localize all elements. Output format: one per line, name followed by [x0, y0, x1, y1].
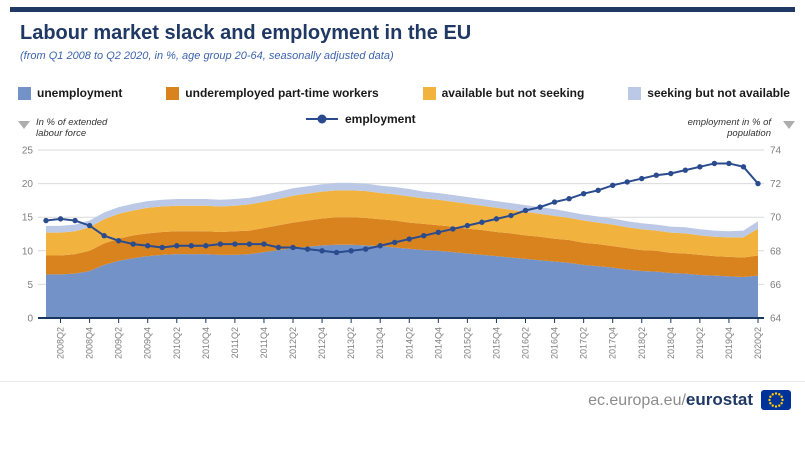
svg-text:70: 70 — [770, 213, 782, 224]
svg-text:68: 68 — [770, 246, 782, 257]
svg-text:25: 25 — [22, 146, 34, 157]
svg-text:2008Q4: 2008Q4 — [85, 327, 95, 359]
svg-text:2016Q4: 2016Q4 — [550, 327, 560, 359]
svg-text:2018Q2: 2018Q2 — [637, 327, 647, 359]
legend-label: unemployment — [37, 86, 123, 100]
svg-text:10: 10 — [22, 246, 34, 257]
svg-text:2019Q4: 2019Q4 — [724, 327, 734, 359]
chart-canvas: 0 64 5 66 10 68 15 70 20 72 25 74 2008Q2 2008Q4 2009Q2… — [22, 146, 782, 360]
left-axis-annotation: In % of extended labour force — [36, 117, 108, 139]
svg-text:2011Q2: 2011Q2 — [230, 327, 240, 358]
legend-label: employment — [345, 112, 416, 126]
axis-arrow-down-left-icon — [18, 121, 30, 129]
legend-item-underemployed: underemployed part-time workers — [166, 86, 379, 100]
footer-divider — [0, 381, 805, 382]
page-subtitle: (from Q1 2008 to Q2 2020, in %, age grou… — [20, 50, 394, 62]
svg-text:2012Q4: 2012Q4 — [317, 327, 327, 359]
unemployment-swatch-icon — [18, 86, 31, 100]
footer: ec.europa.eu/eurostat — [588, 390, 791, 410]
svg-text:2015Q4: 2015Q4 — [491, 327, 501, 359]
svg-text:2014Q4: 2014Q4 — [433, 327, 443, 359]
svg-text:2009Q2: 2009Q2 — [114, 327, 124, 359]
right-axis-annotation: employment in % of population — [687, 117, 771, 139]
page-title: Labour market slack and employment in th… — [20, 22, 472, 44]
svg-text:2020Q2: 2020Q2 — [753, 327, 763, 359]
svg-text:2017Q4: 2017Q4 — [608, 327, 618, 359]
svg-text:74: 74 — [770, 146, 782, 157]
svg-text:2010Q4: 2010Q4 — [201, 327, 211, 359]
svg-text:15: 15 — [22, 213, 34, 224]
legend-item-available-not-seeking: available but not seeking — [422, 86, 585, 100]
seeking-swatch-icon — [628, 86, 642, 100]
legend-item-seeking-not-available: seeking but not available — [628, 86, 790, 100]
legend-label: available but not seeking — [441, 86, 585, 100]
svg-text:0: 0 — [27, 314, 33, 325]
underemployed-swatch-icon — [166, 86, 180, 100]
svg-text:66: 66 — [770, 280, 782, 291]
header-accent-bar — [10, 7, 795, 12]
svg-text:2017Q2: 2017Q2 — [579, 327, 589, 359]
eu-flag-icon — [761, 390, 791, 410]
svg-text:2013Q4: 2013Q4 — [375, 327, 385, 359]
svg-text:2010Q2: 2010Q2 — [172, 327, 182, 359]
svg-text:2012Q2: 2012Q2 — [288, 327, 298, 359]
available-swatch-icon — [422, 86, 436, 100]
legend-label: underemployed part-time workers — [185, 86, 379, 100]
svg-text:2014Q2: 2014Q2 — [404, 327, 414, 359]
footer-domain-text: ec.europa.eu/ — [588, 392, 686, 409]
svg-text:2015Q2: 2015Q2 — [462, 327, 472, 359]
line-marker-icon — [306, 114, 338, 124]
svg-text:2018Q4: 2018Q4 — [666, 327, 676, 359]
svg-text:64: 64 — [770, 314, 782, 325]
axis-arrow-down-right-icon — [783, 121, 795, 129]
footer-link[interactable]: ec.europa.eu/eurostat — [588, 390, 753, 410]
legend-label: seeking but not available — [647, 86, 790, 100]
legend-item-employment: employment — [305, 112, 416, 126]
svg-text:2009Q4: 2009Q4 — [143, 327, 153, 359]
svg-text:20: 20 — [22, 179, 34, 190]
svg-text:72: 72 — [770, 179, 782, 190]
svg-text:2008Q2: 2008Q2 — [56, 327, 66, 359]
chart-legend: unemployment underemployed part-time wor… — [18, 86, 790, 100]
legend-item-unemployment: unemployment — [18, 86, 122, 100]
svg-text:2019Q2: 2019Q2 — [695, 327, 705, 359]
svg-text:5: 5 — [27, 280, 33, 291]
eurostat-wordmark: eurostat — [685, 390, 753, 409]
svg-text:2011Q4: 2011Q4 — [259, 327, 269, 358]
svg-text:2016Q2: 2016Q2 — [521, 327, 531, 359]
svg-text:2013Q2: 2013Q2 — [346, 327, 356, 359]
